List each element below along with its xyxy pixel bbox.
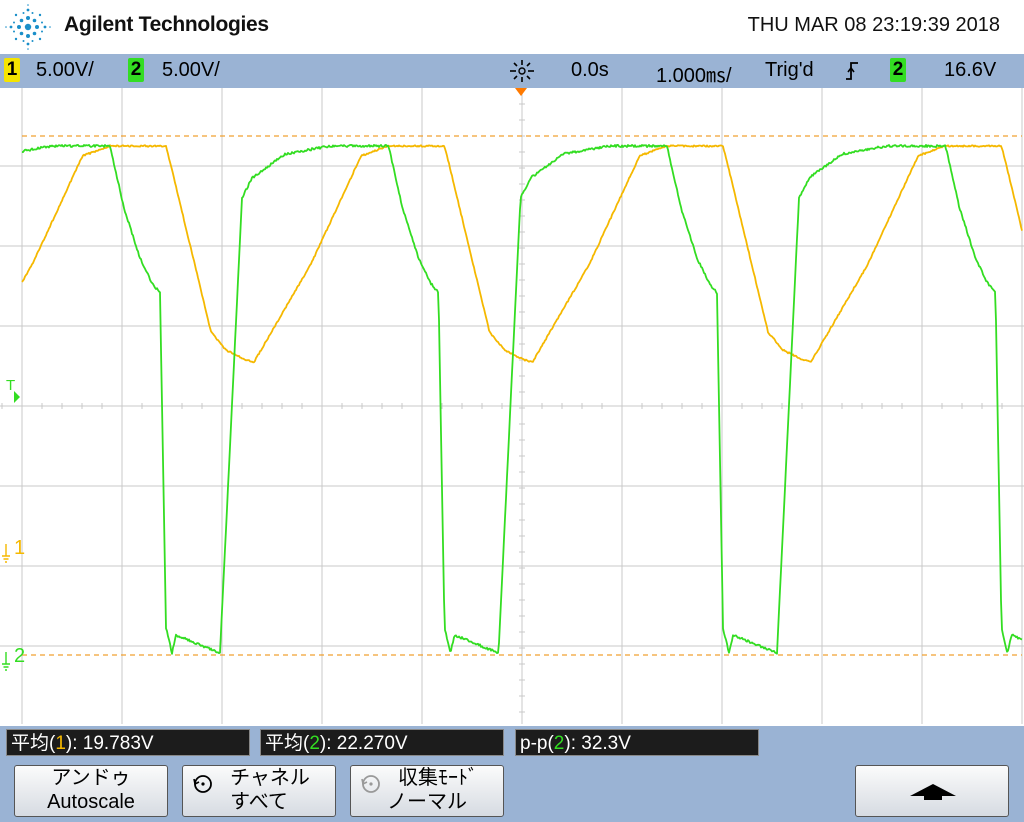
meas-suffix: ):	[66, 733, 83, 754]
ch1-ground-marker: 1	[2, 537, 25, 562]
autoscale-line2: Autoscale	[15, 790, 167, 814]
meas-suffix: ):	[320, 733, 337, 754]
status-bar: 1 5.00V/ 2 5.00V/ 0.0s 1.000㎳/ Trig'd 2 …	[0, 54, 1024, 88]
rotate-knob-disabled-icon	[359, 772, 383, 796]
meas-value: 22.270V	[337, 733, 408, 754]
ch1-ground-label: 1	[14, 537, 25, 559]
rotate-knob-icon	[191, 772, 215, 796]
channels-softkey[interactable]: チャネル すべて	[182, 765, 336, 817]
brand-name: Agilent Technologies	[64, 13, 269, 37]
meas-channel: 2	[309, 733, 320, 754]
meas-channel: 2	[554, 733, 565, 754]
graticule-grid	[0, 88, 1024, 724]
ch2-ground-label: 2	[14, 645, 25, 667]
acquisition-running-icon	[508, 58, 536, 84]
trigger-level-label: T	[6, 377, 15, 394]
trigger-state: Trig'd	[765, 59, 814, 82]
date-time: THU MAR 08 23:19:39 2018	[748, 14, 1000, 37]
measurement-ch1-mean[interactable]: 平均(1): 19.783V	[6, 729, 250, 756]
ch2-ground-marker: 2	[2, 645, 25, 670]
trigger-level-marker	[14, 391, 20, 403]
acquisition-mode-softkey[interactable]: 収集ﾓｰﾄﾞ ノーマル	[350, 765, 504, 817]
meas-value: 32.3V	[581, 733, 631, 754]
ch2-scale: 5.00V/	[162, 59, 220, 82]
waveform-display[interactable]: T 1 2	[0, 88, 1024, 726]
autoscale-softkey[interactable]: アンドゥ Autoscale	[14, 765, 168, 817]
measurement-bar: 平均(1): 19.783V 平均(2): 22.270V p-p(2): 32…	[0, 726, 1024, 760]
meas-prefix: 平均(	[11, 733, 55, 754]
autoscale-line1: アンドゥ	[15, 766, 167, 790]
meas-prefix: p-p(	[520, 733, 554, 754]
meas-channel: 1	[55, 733, 66, 754]
header: Agilent Technologies THU MAR 08 23:19:39…	[0, 0, 1024, 54]
trigger-source-badge[interactable]: 2	[890, 58, 906, 82]
ch1-scale: 5.00V/	[36, 59, 94, 82]
trigger-position-marker	[515, 88, 527, 96]
time-delay: 0.0s	[571, 59, 609, 82]
waveform-graticule: T 1 2	[0, 88, 1024, 726]
meas-value: 19.783V	[83, 733, 154, 754]
ch1-badge[interactable]: 1	[4, 58, 20, 82]
meas-prefix: 平均(	[265, 733, 309, 754]
measurement-ch2-pp[interactable]: p-p(2): 32.3V	[515, 729, 759, 756]
up-arrow-icon	[908, 782, 958, 802]
trigger-level: 16.6V	[944, 59, 996, 82]
softkey-bar: アンドゥ Autoscale チャネル すべて 収集ﾓｰﾄﾞ ノーマル	[0, 760, 1024, 822]
measurement-ch2-mean[interactable]: 平均(2): 22.270V	[260, 729, 504, 756]
menu-up-softkey[interactable]	[855, 765, 1009, 817]
time-scale: 1.000㎳/	[656, 59, 732, 88]
ch2-badge[interactable]: 2	[128, 58, 144, 82]
meas-suffix: ):	[564, 733, 581, 754]
rising-edge-icon	[844, 60, 860, 82]
agilent-spark-logo-icon	[4, 3, 52, 51]
